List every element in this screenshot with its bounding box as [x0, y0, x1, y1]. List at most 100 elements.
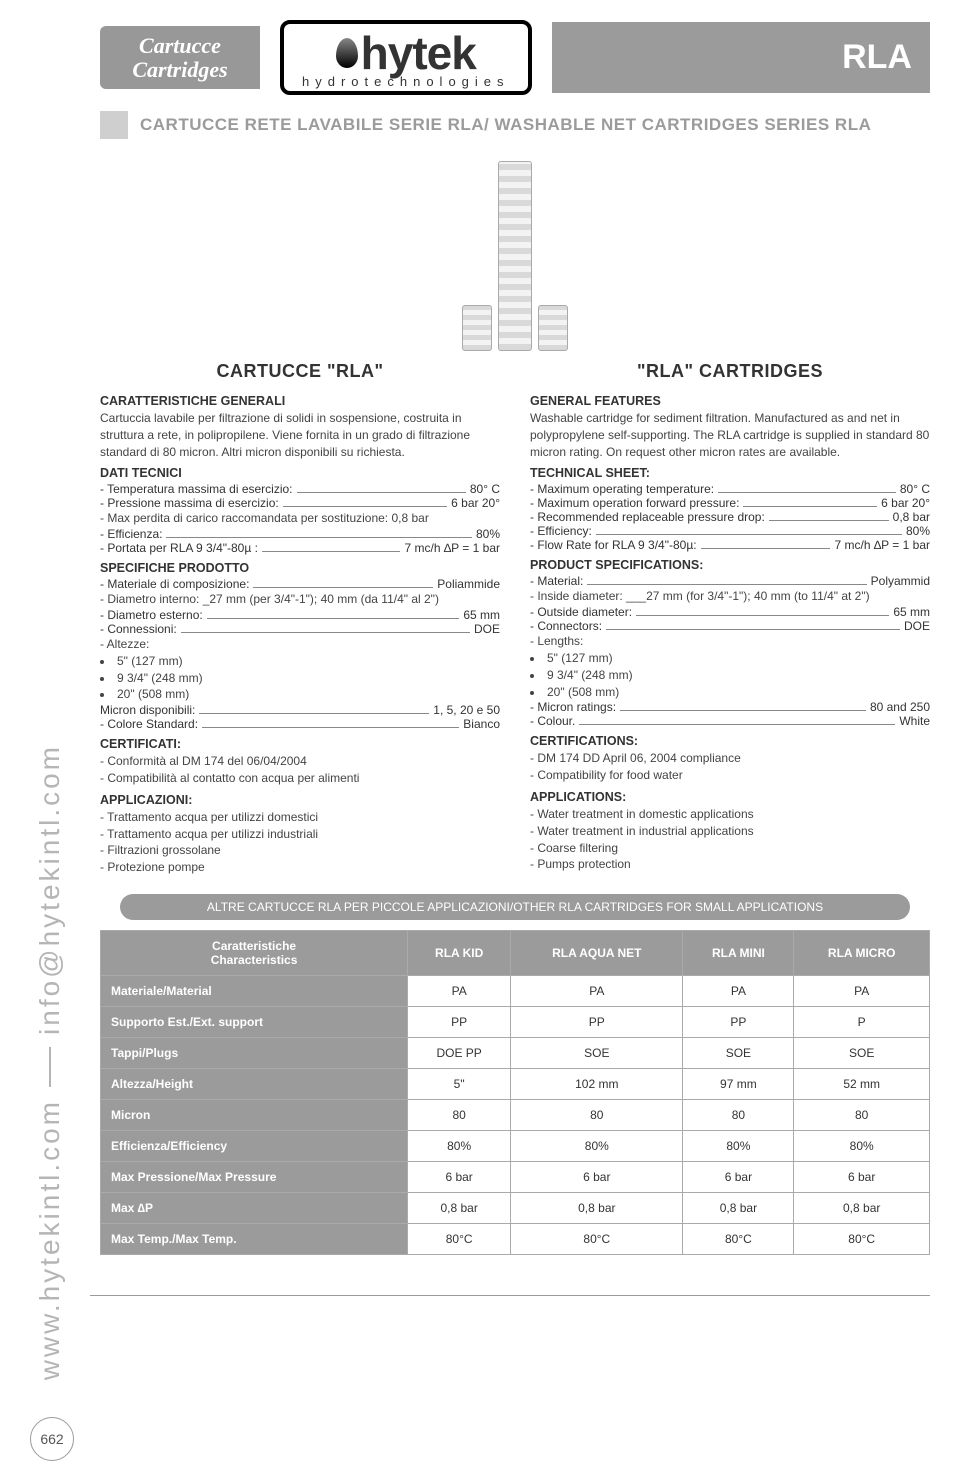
value: 80% — [476, 527, 500, 541]
value: 6 bar 20° — [881, 496, 930, 510]
label: - Temperatura massima di esercizio: — [100, 482, 293, 496]
table-cell: 80% — [794, 1130, 930, 1161]
table-row: Max ∆P0,8 bar0,8 bar0,8 bar0,8 bar — [101, 1192, 930, 1223]
cartridge-icon — [538, 305, 568, 351]
table-cell: DOE PP — [408, 1037, 511, 1068]
row-header: Efficienza/Efficiency — [101, 1130, 408, 1161]
brand-text: hytek — [361, 26, 476, 80]
heights-list: 5" (127 mm)9 3/4" (248 mm)20" (508 mm) — [100, 653, 500, 703]
table-header-row: Caratteristiche Characteristics RLA KID … — [101, 930, 930, 975]
logo: hytek hydrotechnologies — [280, 20, 532, 95]
label: - Maximum operating temperature: — [530, 482, 714, 496]
app-list: - Trattamento acqua per utilizzi domesti… — [100, 809, 500, 876]
two-column-specs: CARTUCCE "RLA" CARATTERISTICHE GENERALI … — [100, 361, 930, 876]
list-item: - Protezione pompe — [100, 859, 500, 876]
col-heading: "RLA" CARTRIDGES — [530, 361, 930, 382]
label: - Colore Standard: — [100, 717, 198, 731]
col-heading: CARTUCCE "RLA" — [100, 361, 500, 382]
label: - Connessioni: — [100, 622, 177, 636]
fill — [636, 605, 889, 616]
table-cell: 6 bar — [408, 1161, 511, 1192]
row-header: Materiale/Material — [101, 975, 408, 1006]
fill — [620, 700, 866, 711]
table-cell: 80% — [408, 1130, 511, 1161]
table-cell: PA — [408, 975, 511, 1006]
value: Bianco — [463, 717, 500, 731]
value: 80% — [906, 524, 930, 538]
table-banner: ALTRE CARTUCCE RLA PER PICCOLE APPLICAZI… — [120, 894, 910, 920]
list-item: 20" (508 mm) — [530, 684, 930, 701]
table-cell: PA — [794, 975, 930, 1006]
th-line2: Characteristics — [211, 953, 298, 967]
header-row: Cartucce Cartridges hytek hydrotechnolog… — [100, 20, 930, 95]
spec-heading: PRODUCT SPECIFICATIONS: — [530, 558, 930, 572]
tech-list: - Maximum operating temperature:80° C- M… — [530, 482, 930, 552]
fill — [262, 541, 401, 552]
table-cell: 52 mm — [794, 1068, 930, 1099]
row-header: Max ∆P — [101, 1192, 408, 1223]
list-item: - Conformità al DM 174 del 06/04/2004 — [100, 753, 500, 770]
table-cell: 5" — [408, 1068, 511, 1099]
label: - Connectors: — [530, 619, 602, 633]
fill — [718, 482, 896, 493]
comparison-table: Caratteristiche Characteristics RLA KID … — [100, 930, 930, 1255]
table-row: Altezza/Height5"102 mm97 mm52 mm — [101, 1068, 930, 1099]
table-row: Max Temp./Max Temp.80°C80°C80°C80°C — [101, 1223, 930, 1254]
side-rail: info@hytekintl.com www.hytekintl.com — [20, 160, 80, 1380]
label: - Efficiency: — [530, 524, 592, 538]
th-line1: Caratteristiche — [212, 939, 296, 953]
table-cell: 102 mm — [511, 1068, 683, 1099]
label: Micron disponibili: — [100, 703, 195, 717]
table-row: Supporto Est./Ext. supportPPPPPPP — [101, 1006, 930, 1037]
table-cell: PP — [683, 1006, 794, 1037]
list-item: - Water treatment in industrial applicat… — [530, 823, 930, 840]
features-heading: CARATTERISTICHE GENERALI — [100, 394, 500, 408]
table-cell: PA — [511, 975, 683, 1006]
label: - Efficienza: — [100, 527, 162, 541]
bottom-rule — [90, 1295, 930, 1296]
label: - Recommended replaceable pressure drop: — [530, 510, 765, 524]
heights-list: 5" (127 mm)9 3/4" (248 mm)20" (508 mm) — [530, 650, 930, 700]
label: - Material: — [530, 574, 583, 588]
table-cell: 80°C — [408, 1223, 511, 1254]
value: Polyammid — [871, 574, 930, 588]
table-cell: 80% — [683, 1130, 794, 1161]
fill — [199, 703, 429, 714]
side-email: info@hytekintl.com — [32, 744, 68, 1035]
row-header: Altezza/Height — [101, 1068, 408, 1099]
table-cell: 80% — [511, 1130, 683, 1161]
value: DOE — [474, 622, 500, 636]
table-cell: 80 — [683, 1099, 794, 1130]
app-heading: APPLICATIONS: — [530, 790, 930, 804]
fill — [283, 496, 447, 507]
cert-heading: CERTIFICATI: — [100, 737, 500, 751]
spec-line: - Inside diameter: ___27 mm (for 3/4"-1"… — [530, 588, 930, 605]
micron-line: - Micron ratings: 80 and 250 — [530, 700, 930, 714]
table-header-label: Caratteristiche Characteristics — [101, 930, 408, 975]
col-header: RLA AQUA NET — [511, 930, 683, 975]
side-web: www.hytekintl.com — [32, 1099, 68, 1380]
spec-list: - Materiale di composizione:Poliammide- … — [100, 577, 500, 636]
heights-heading: - Altezze: — [100, 636, 500, 653]
list-item: - Trattamento acqua per utilizzi domesti… — [100, 809, 500, 826]
label: - Flow Rate for RLA 9 3/4"-80µ: — [530, 538, 697, 552]
label: - Outside diameter: — [530, 605, 632, 619]
square-icon — [100, 111, 128, 139]
list-item: 20" (508 mm) — [100, 686, 500, 703]
badge-cartucce: Cartucce Cartridges — [100, 26, 260, 88]
spec-heading: SPECIFICHE PRODOTTO — [100, 561, 500, 575]
label: - Colour. — [530, 714, 575, 728]
fill — [181, 622, 470, 633]
value: 1, 5, 20 e 50 — [433, 703, 500, 717]
badge-line1: Cartucce — [112, 34, 248, 57]
fill — [579, 714, 895, 725]
table-cell: 80°C — [683, 1223, 794, 1254]
value: 6 bar 20° — [451, 496, 500, 510]
tech-list: - Temperatura massima di esercizio:80° C… — [100, 482, 500, 555]
fill — [166, 527, 471, 538]
fill — [202, 717, 459, 728]
features-text: Cartuccia lavabile per filtrazione di so… — [100, 410, 500, 460]
value: 0,8 bar — [893, 510, 930, 524]
list-item: 5" (127 mm) — [530, 650, 930, 667]
value: White — [899, 714, 930, 728]
